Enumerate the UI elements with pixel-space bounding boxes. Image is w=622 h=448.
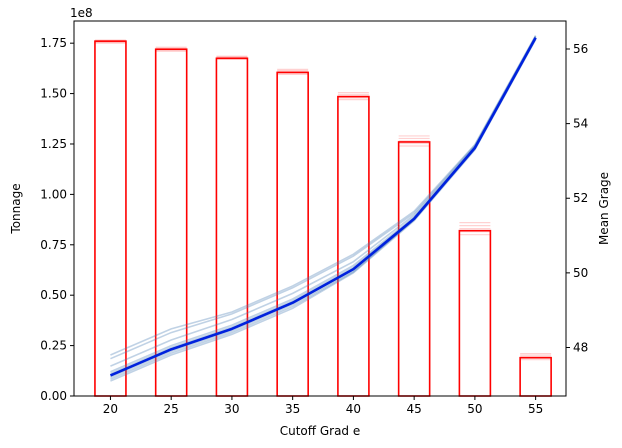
grade-realization-line xyxy=(110,36,537,373)
y-left-tick-label: 1.00 xyxy=(40,187,67,201)
tonnage-bar xyxy=(94,40,127,397)
tonnage-bar xyxy=(276,71,309,397)
x-tick-label: 30 xyxy=(224,402,239,416)
grade-realization-line xyxy=(110,35,537,356)
grade-main-line xyxy=(109,37,537,377)
y-axis-label-left: Tonnage xyxy=(9,183,23,234)
y-left-tick-label: 1.25 xyxy=(40,137,67,151)
y-left-tick-label: 0.50 xyxy=(40,288,67,302)
tonnage-bar xyxy=(519,356,552,397)
grade-realization-line xyxy=(110,39,537,382)
x-tick-label: 45 xyxy=(407,402,422,416)
y-left-tick-label: 1.50 xyxy=(40,87,67,101)
grade-realization-line xyxy=(110,37,537,375)
y-right-tick-label: 54 xyxy=(573,117,588,131)
y-left-tick-label: 0.00 xyxy=(40,389,67,403)
grade-realization-line xyxy=(110,35,537,360)
tonnage-bar xyxy=(215,57,249,397)
tonnage-bar xyxy=(397,141,431,397)
grade-realization-line xyxy=(110,38,537,379)
y-left-offset-label: 1e8 xyxy=(70,6,93,20)
x-axis-label: Cutoff Grad e xyxy=(280,424,361,438)
tonnage-bar xyxy=(458,229,492,397)
grade-realization-line xyxy=(110,36,537,367)
x-tick-label: 50 xyxy=(467,402,482,416)
x-tick-label: 40 xyxy=(346,402,361,416)
x-tick-label: 55 xyxy=(528,402,543,416)
y-axis-label-right: Mean Grage xyxy=(597,172,611,245)
y-right-tick-label: 48 xyxy=(573,340,588,354)
grade-lines xyxy=(109,35,537,382)
y-left-tick-label: 0.25 xyxy=(40,339,67,353)
axes: 20 25 30 35 40 45 50 55 0.00 0.25 0.50 0.75 1.00 1.25… xyxy=(40,20,588,416)
y-right-tick-label: 52 xyxy=(573,191,588,205)
y-right-tick-label: 50 xyxy=(573,266,588,280)
y-right-tick-label: 56 xyxy=(573,42,588,56)
x-tick-label: 20 xyxy=(103,402,118,416)
x-tick-label: 25 xyxy=(164,402,179,416)
plot-frame xyxy=(73,20,567,397)
y-left-tick-label: 1.75 xyxy=(40,36,67,50)
x-tick-label: 35 xyxy=(285,402,300,416)
y-left-tick-label: 0.75 xyxy=(40,238,67,252)
